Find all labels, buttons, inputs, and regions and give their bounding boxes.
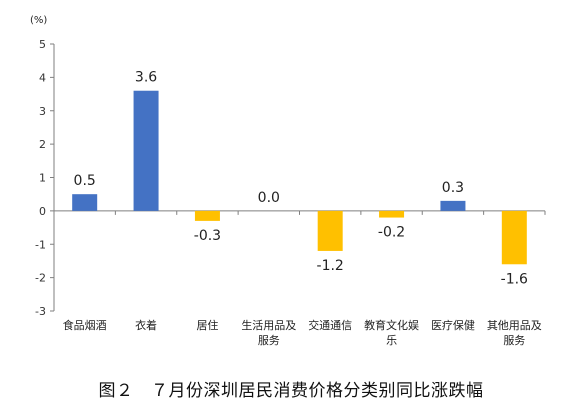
bar xyxy=(72,194,98,211)
data-label: -1.2 xyxy=(317,258,344,274)
category-label: 衣着 xyxy=(135,318,157,332)
bar xyxy=(317,210,343,251)
data-label: 0.5 xyxy=(74,173,96,189)
y-tick-label: 2 xyxy=(39,138,46,151)
category-label: 教育文化娱 xyxy=(364,318,419,332)
y-tick-label: 1 xyxy=(39,172,46,185)
y-tick-label: -3 xyxy=(35,305,46,318)
category-label: 服务 xyxy=(503,334,525,347)
bar xyxy=(194,210,220,221)
category-label: 服务 xyxy=(258,334,280,347)
bar xyxy=(133,90,159,211)
data-label: -0.2 xyxy=(378,225,405,241)
y-tick-label: 3 xyxy=(39,105,46,118)
data-label: -0.3 xyxy=(194,228,221,244)
y-tick-label: 4 xyxy=(39,71,46,84)
category-label: 交通通信 xyxy=(308,318,352,332)
data-label: 0.0 xyxy=(258,190,280,206)
bar xyxy=(501,210,527,265)
y-tick-label: 5 xyxy=(39,38,46,51)
category-label: 居住 xyxy=(196,318,218,332)
y-unit-label: (%) xyxy=(30,15,48,26)
category-label: 其他用品及 xyxy=(487,319,542,332)
bar xyxy=(379,210,405,218)
bar-chart: 5 4 3 2 1 0 -1 -2 -3 0.5 食品烟酒 3.6 衣着 -0.3 居住 0.0 生活用品及服… xyxy=(35,38,546,347)
figure-caption: 图２ ７月份深圳居民消费价格分类别同比涨跌幅 xyxy=(98,381,484,401)
category-label: 医疗保健 xyxy=(431,318,475,332)
data-label: 3.6 xyxy=(135,70,157,86)
category-label: 食品烟酒 xyxy=(63,318,107,332)
data-label: -1.6 xyxy=(501,271,528,287)
y-tick-label: -2 xyxy=(35,272,46,285)
category-label: 生活用品及 xyxy=(241,318,296,332)
y-tick-label: -1 xyxy=(35,238,46,251)
y-tick-label: 0 xyxy=(39,205,46,218)
category-label: 乐 xyxy=(386,334,397,347)
data-label: 0.3 xyxy=(442,180,464,196)
bar xyxy=(440,200,466,211)
